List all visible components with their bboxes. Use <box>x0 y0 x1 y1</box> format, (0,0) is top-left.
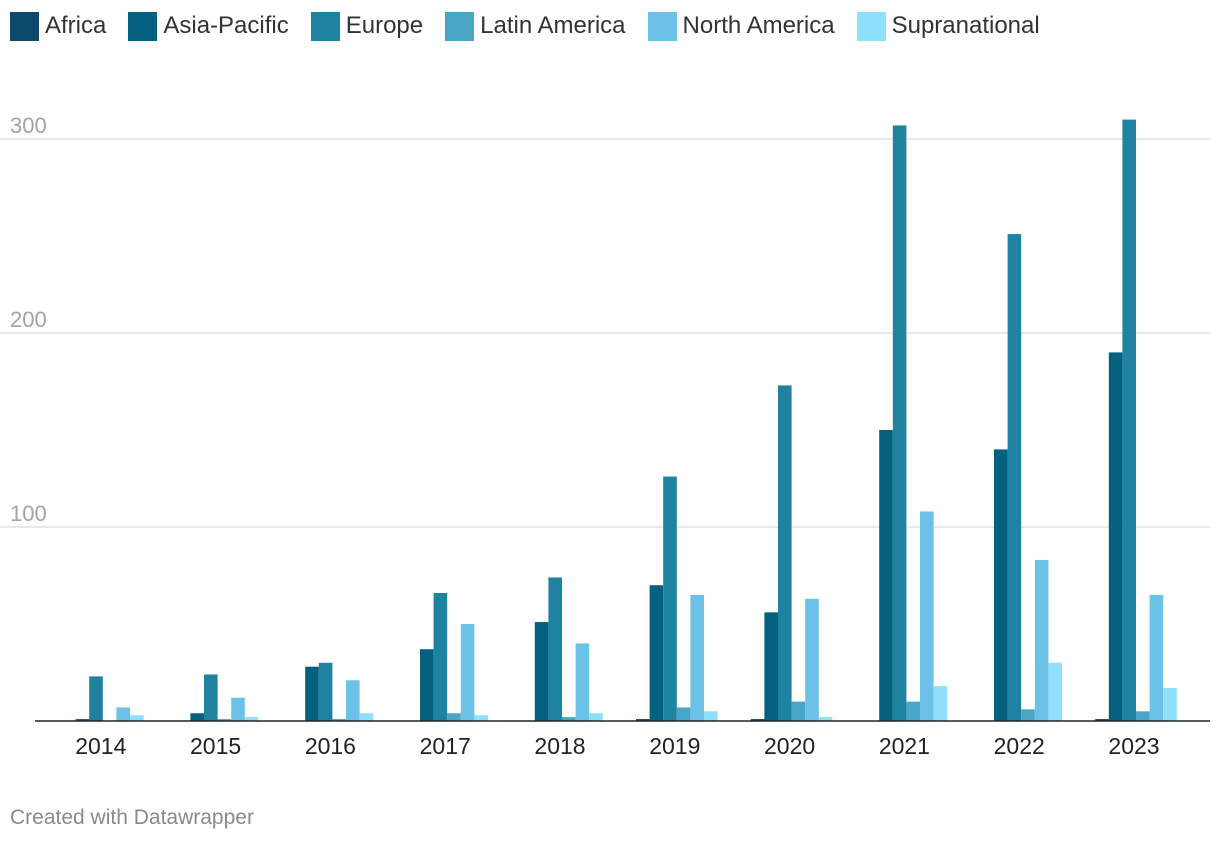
legend-item-latin-america: Latin America <box>445 11 626 41</box>
x-tick-label: 2018 <box>534 733 585 759</box>
bar-2023-europe <box>1122 119 1136 722</box>
bar-2016-north-america <box>346 680 360 721</box>
bar-2020-europe <box>778 385 792 721</box>
bar-2018-europe <box>548 577 562 721</box>
bar-2014-north-america <box>116 707 130 721</box>
bar-2022-europe <box>1007 234 1022 721</box>
bar-2022-north-america <box>1034 559 1049 721</box>
bar-2015-asia-pacific <box>190 713 204 721</box>
bar-2017-latin-america <box>447 713 461 721</box>
bar-2018-supranational <box>589 713 603 721</box>
bar-2021-north-america <box>920 511 934 721</box>
gridlines <box>0 138 1210 528</box>
bar-2014-supranational <box>130 715 144 721</box>
bar-2021-supranational <box>933 686 948 721</box>
bar-2019-africa <box>636 719 650 721</box>
footer-credit: Created with Datawrapper <box>10 806 254 829</box>
bar-2019-europe <box>663 476 677 721</box>
x-tick-label: 2015 <box>190 733 241 759</box>
bar-2020-supranational <box>818 717 833 721</box>
bar-2015-europe <box>204 674 218 721</box>
bar-2016-europe <box>318 662 333 721</box>
bar-2018-latin-america <box>562 717 576 721</box>
bar-2017-north-america <box>460 624 475 721</box>
bar-2021-latin-america <box>906 701 920 721</box>
legend-label: Supranational <box>891 12 1040 39</box>
bar-2022-asia-pacific <box>994 449 1008 721</box>
legend: Africa Asia-Pacific Europe Latin America Nor… <box>10 10 1062 42</box>
x-tick-label: 2019 <box>649 733 700 759</box>
bar-2017-europe <box>433 592 448 721</box>
bar-2018-asia-pacific <box>534 622 549 721</box>
bar-2023-north-america <box>1149 594 1164 721</box>
bar-2016-supranational <box>359 713 374 721</box>
legend-label: Latin America <box>480 12 626 39</box>
bar-2016-latin-america <box>332 719 346 721</box>
bar-2022-latin-america <box>1021 709 1035 721</box>
legend-item-north-america: North America <box>647 11 835 41</box>
legend-swatch <box>10 11 39 41</box>
bar-2023-latin-america <box>1136 711 1150 721</box>
y-tick-label: 100 <box>10 501 47 526</box>
legend-item-supranational: Supranational <box>856 11 1040 41</box>
bar-2018-north-america <box>575 643 590 721</box>
y-tick-label: 300 <box>10 113 47 138</box>
bar-2019-asia-pacific <box>649 585 664 721</box>
bar-2017-asia-pacific <box>420 649 434 721</box>
bar-2020-asia-pacific <box>764 612 778 721</box>
bar-2020-latin-america <box>791 701 806 721</box>
x-tick-label: 2016 <box>305 733 356 759</box>
bar-2021-asia-pacific <box>879 430 893 721</box>
legend-swatch <box>445 11 475 41</box>
bars <box>75 119 1177 722</box>
x-tick-label: 2017 <box>420 733 471 759</box>
bar-2021-europe <box>892 125 907 722</box>
legend-swatch <box>310 11 340 41</box>
legend-label: Europe <box>345 12 424 39</box>
bar-2023-supranational <box>1163 688 1177 721</box>
bar-2015-latin-america <box>217 719 232 721</box>
x-axis-tick-labels: 2014 2015 2016 2017 2018 2019 2020 2021 2022 2023 <box>75 733 1159 759</box>
bar-2019-latin-america <box>676 707 691 721</box>
bar-2023-asia-pacific <box>1108 352 1123 721</box>
bar-2016-asia-pacific <box>305 666 319 721</box>
bar-2015-north-america <box>231 697 245 721</box>
legend-item-europe: Europe <box>310 11 424 41</box>
legend-label: Africa <box>45 12 107 39</box>
bar-2015-supranational <box>244 717 259 721</box>
bar-2014-europe <box>89 676 103 721</box>
bar-2017-supranational <box>474 715 488 721</box>
bar-2014-asia-pacific <box>75 719 90 721</box>
bar-2023-africa <box>1095 719 1109 721</box>
x-tick-label: 2014 <box>75 733 126 759</box>
bar-2019-north-america <box>690 594 704 721</box>
legend-label: North America <box>682 12 835 39</box>
legend-item-asia-pacific: Asia-Pacific <box>128 11 289 41</box>
legend-swatch <box>128 11 158 41</box>
bar-2020-north-america <box>805 598 819 721</box>
legend-swatch <box>856 11 886 41</box>
x-tick-label: 2021 <box>879 733 930 759</box>
y-tick-label: 200 <box>10 307 47 332</box>
bar-2019-supranational <box>704 711 718 721</box>
bar-2020-africa <box>750 719 765 721</box>
bar-2022-supranational <box>1048 662 1062 721</box>
legend-label: Asia-Pacific <box>163 12 289 39</box>
x-tick-label: 2023 <box>1108 733 1159 759</box>
y-axis-tick-labels: 100 200 300 <box>10 113 47 526</box>
legend-swatch <box>647 11 677 41</box>
legend-item-africa: Africa <box>10 11 107 41</box>
x-tick-label: 2020 <box>764 733 815 759</box>
x-tick-label: 2022 <box>994 733 1045 759</box>
